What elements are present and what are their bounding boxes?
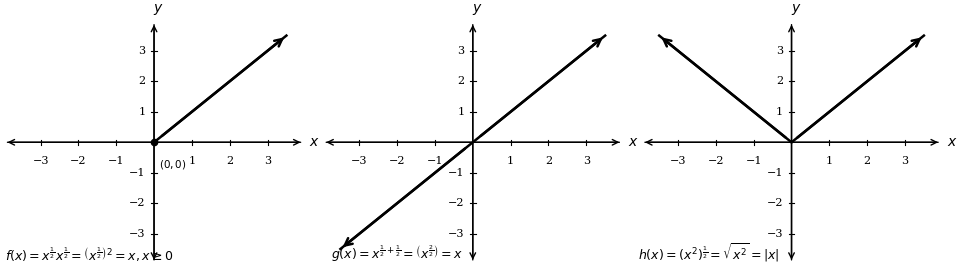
- Text: −2: −2: [766, 198, 784, 208]
- Text: −1: −1: [427, 156, 443, 166]
- Text: −2: −2: [129, 198, 146, 208]
- Text: −3: −3: [129, 229, 146, 239]
- Text: $y$: $y$: [791, 2, 802, 17]
- Text: $(0,0)$: $(0,0)$: [158, 158, 186, 171]
- Text: −3: −3: [669, 156, 687, 166]
- Text: $g(x) = x^{\frac{1}{2}+\frac{1}{2}} = \left(x^{\frac{2}{2}}\right) = x$: $g(x) = x^{\frac{1}{2}+\frac{1}{2}} = \l…: [331, 244, 463, 264]
- Text: 3: 3: [901, 156, 908, 166]
- Text: −1: −1: [745, 156, 762, 166]
- Text: 2: 2: [545, 156, 552, 166]
- Text: 3: 3: [457, 46, 464, 56]
- Text: −2: −2: [448, 198, 464, 208]
- Text: −2: −2: [708, 156, 724, 166]
- Text: −1: −1: [448, 168, 464, 178]
- Text: −1: −1: [766, 168, 784, 178]
- Text: −3: −3: [33, 156, 49, 166]
- Text: 1: 1: [188, 156, 196, 166]
- Text: $h(x) = (x^2)^{\frac{1}{2}} = \sqrt{x^2} = |x|$: $h(x) = (x^2)^{\frac{1}{2}} = \sqrt{x^2}…: [638, 242, 779, 264]
- Text: 1: 1: [826, 156, 833, 166]
- Text: 2: 2: [457, 76, 464, 86]
- Text: 1: 1: [457, 107, 464, 117]
- Text: −2: −2: [70, 156, 86, 166]
- Text: −1: −1: [129, 168, 146, 178]
- Text: $x$: $x$: [947, 135, 957, 149]
- Text: −3: −3: [351, 156, 367, 166]
- Text: −1: −1: [108, 156, 125, 166]
- Text: $y$: $y$: [472, 2, 482, 17]
- Text: 3: 3: [583, 156, 590, 166]
- Text: $f(x) = x^{\frac{1}{2}}x^{\frac{1}{2}} = \left(x^{\frac{1}{2}}\right)^2 = x, x \: $f(x) = x^{\frac{1}{2}}x^{\frac{1}{2}} =…: [5, 246, 174, 264]
- Text: $y$: $y$: [153, 2, 164, 17]
- Text: −2: −2: [389, 156, 406, 166]
- Text: 2: 2: [139, 76, 146, 86]
- Text: −3: −3: [448, 229, 464, 239]
- Text: 3: 3: [776, 46, 784, 56]
- Text: 1: 1: [139, 107, 146, 117]
- Text: $x$: $x$: [309, 135, 319, 149]
- Text: −3: −3: [766, 229, 784, 239]
- Text: 1: 1: [776, 107, 784, 117]
- Text: 2: 2: [864, 156, 871, 166]
- Text: $x$: $x$: [628, 135, 639, 149]
- Text: 2: 2: [776, 76, 784, 86]
- Text: 3: 3: [139, 46, 146, 56]
- Text: 2: 2: [226, 156, 233, 166]
- Text: 1: 1: [507, 156, 514, 166]
- Text: 3: 3: [264, 156, 271, 166]
